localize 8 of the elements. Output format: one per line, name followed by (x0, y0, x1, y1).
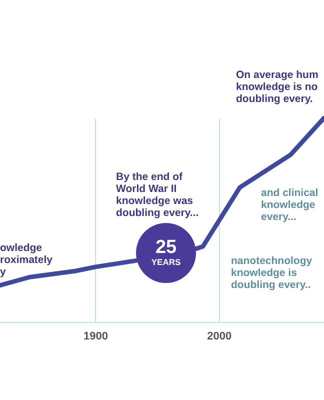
x-tick-label: 1900 (83, 330, 108, 342)
annotation: and clinical knowledge every... (261, 187, 318, 223)
annotation: 25 YEARS (151, 237, 181, 267)
x-tick-label: 2000 (207, 330, 232, 342)
annotation: owledge roximately y (0, 242, 53, 278)
annotation: By the end of World War II knowledge was doubling every... (116, 171, 199, 219)
annotation: nanotechnology knowledge is doubling every.. (231, 255, 312, 291)
text: On average hum knowledge is no doubling every. (236, 69, 318, 105)
